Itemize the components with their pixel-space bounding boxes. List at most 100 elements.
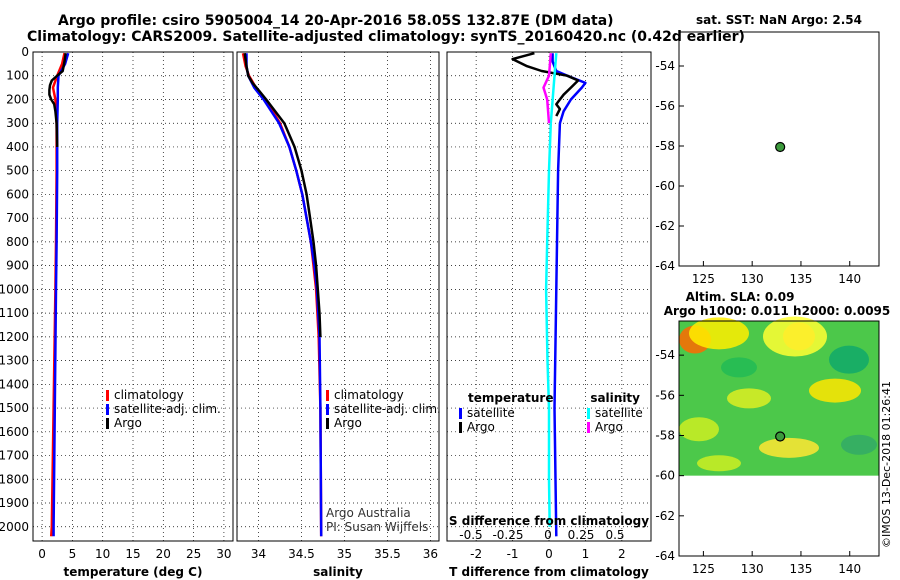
differences-series-s-argo [542,53,553,124]
sla-map-title-2: Argo h1000: 0.011 h2000: 0.0095 [664,304,891,318]
differences-xlabel: T difference from climatology [449,565,649,579]
diff-legend-swatch [459,422,462,433]
differences-xtick-label: -2 [470,547,482,561]
salinity-xtick-label: 35.5 [374,547,401,561]
sla_map-frame [678,320,880,557]
temperature-xtick-label: 10 [95,547,110,561]
temperature-ytick-label: 1700 [0,449,29,463]
sla-field-blob [829,345,869,374]
temperature-series-argo [48,53,67,148]
temperature-ytick-label: 1900 [0,496,29,510]
sst_map-xtick-label: 130 [741,272,764,286]
title-line-2: Climatology: CARS2009. Satellite-adjuste… [27,29,745,45]
diff-legend-swatch [459,408,462,419]
differences-xtick-label: 0 [545,547,553,561]
title-line-1: Argo profile: csiro 5905004_14 20-Apr-20… [58,13,614,29]
sst-map-title: sat. SST: NaN Argo: 2.54 [696,13,862,27]
sla_map-xtick-label: 140 [838,562,861,576]
sla-field [679,316,879,476]
diff-legend-label: Argo [467,420,495,434]
sst_map-argo-point [775,141,786,153]
sla_map-ytick-label: -60 [655,469,675,483]
salinity-legend-swatch [326,390,329,401]
temperature-ytick-label: 2000 [0,520,29,534]
temperature-ytick-label: 400 [6,140,29,154]
sla_map-xtick-label: 130 [741,562,764,576]
sla-field-blob [727,388,771,409]
sst_map-ytick-label: -58 [655,139,675,153]
salinity-legend-label: climatology [334,388,404,402]
diff-legend-swatch [587,422,590,433]
temperature-ytick-label: 1100 [0,306,29,320]
temperature-ytick-label: 300 [6,116,29,130]
sla_map-xtick-label: 125 [692,562,715,576]
temperature-legend-swatch [106,390,109,401]
diff-xtick2-label: 0.5 [605,528,624,542]
salinity-legend-label: satellite-adj. clim. [334,402,441,416]
sla-field-blob [763,316,827,357]
temperature-frame [32,51,234,542]
sla_map-argo-point [775,431,786,442]
salinity-xtick-label: 36 [423,547,438,561]
diff-xtick2-label: 0 [544,528,552,542]
temperature-xlabel: temperature (deg C) [64,565,203,579]
sla-field-blob [721,357,757,378]
temperature-ytick-label: 1000 [0,282,29,296]
temperature-legend-label: satellite-adj. clim. [114,402,221,416]
sst_map-ytick-label: -56 [655,99,675,113]
salinity-legend-label: Argo [334,416,362,430]
sla-map-title-1: Altim. SLA: 0.09 [686,290,795,304]
differences-xtick-label: 1 [582,547,590,561]
sla-field-blob [679,417,719,442]
salinity-annotation: Argo Australia [326,506,411,520]
sst_map-xtick-label: 140 [838,272,861,286]
sla_map-ytick-label: -58 [655,428,675,442]
temperature-xtick-label: 5 [69,547,77,561]
salinity-xlabel: salinity [313,565,363,579]
salinity-frame [236,51,440,542]
temperature-xtick-label: 25 [186,547,201,561]
differences-xtick-label: -1 [507,547,519,561]
temperature-ytick-label: 1200 [0,330,29,344]
salinity-series-argo [243,53,322,337]
sst_map-ytick-label: -54 [655,59,675,73]
differences-frame [446,51,652,542]
sla_map-ytick-label: -56 [655,388,675,402]
diff-xtick2-label: -0.5 [459,528,482,542]
temperature-ytick-label: 100 [6,69,29,83]
temperature-ytick-label: 200 [6,92,29,106]
temperature-legend-swatch [106,404,109,415]
temperature-xtick-label: 30 [216,547,231,561]
sst_map-frame [678,31,880,267]
diff-xlabel2: S difference from climatology [449,514,649,528]
sst_map-ytick-label: -64 [655,259,675,273]
sla-field-blob [759,437,819,458]
temperature-ytick-label: 1300 [0,354,29,368]
temperature-legend-swatch [106,418,109,429]
differences-series-t-satellite [551,53,587,537]
differences-xtick-label: 2 [618,547,626,561]
temperature-ytick-label: 1400 [0,377,29,391]
sst_map-ytick-label: -62 [655,219,675,233]
sla-field-blob [809,378,861,403]
temperature-ytick-label: 500 [6,164,29,178]
salinity-xtick-label: 34 [251,547,266,561]
watermark: ©IMOS 13-Dec-2018 01:26:41 [880,381,893,548]
temperature-legend-label: climatology [114,388,184,402]
sla_map-ytick-label: -54 [655,348,675,362]
salinity-xtick-label: 35 [337,547,352,561]
salinity-series-climatology [241,52,323,537]
diff-legend-header-salinity: salinity [590,391,640,405]
diff-legend-swatch [587,408,590,419]
sla-field-blob [841,434,877,455]
sla_map-ytick-label: -64 [655,549,675,563]
temperature-ytick-label: 1600 [0,425,29,439]
sla_map-ytick-label: -62 [655,509,675,523]
differences-series-t-argo [511,51,580,117]
sla_map-xtick-label: 135 [789,562,812,576]
diff-legend-header-temperature: temperature [468,391,553,405]
sst_map-xtick-label: 125 [692,272,715,286]
salinity-xtick-label: 34.5 [288,547,315,561]
diff-xtick2-label: -0.25 [492,528,523,542]
salinity-legend-swatch [326,404,329,415]
